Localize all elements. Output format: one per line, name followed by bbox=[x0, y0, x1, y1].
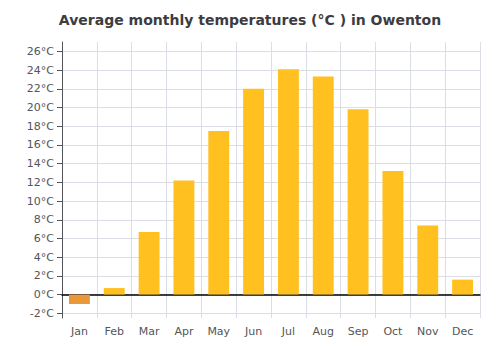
svg-text:Jul: Jul bbox=[281, 325, 295, 338]
svg-text:16°C: 16°C bbox=[27, 138, 54, 151]
svg-text:18°C: 18°C bbox=[27, 120, 54, 133]
svg-text:Sep: Sep bbox=[348, 325, 369, 338]
svg-text:Feb: Feb bbox=[105, 325, 124, 338]
svg-text:22°C: 22°C bbox=[27, 82, 54, 95]
svg-text:4°C: 4°C bbox=[34, 251, 54, 264]
svg-text:Jan: Jan bbox=[70, 325, 88, 338]
svg-text:26°C: 26°C bbox=[27, 45, 54, 58]
svg-text:2°C: 2°C bbox=[34, 269, 54, 282]
svg-text:Apr: Apr bbox=[174, 325, 194, 338]
svg-text:Oct: Oct bbox=[383, 325, 403, 338]
svg-text:Average monthly temperatures (: Average monthly temperatures (°C ) in Ow… bbox=[59, 12, 441, 28]
svg-text:20°C: 20°C bbox=[27, 101, 54, 114]
svg-text:14°C: 14°C bbox=[27, 157, 54, 170]
svg-text:10°C: 10°C bbox=[27, 195, 54, 208]
svg-text:8°C: 8°C bbox=[34, 213, 54, 226]
svg-text:6°C: 6°C bbox=[34, 232, 54, 245]
svg-text:12°C: 12°C bbox=[27, 176, 54, 189]
svg-text:Aug: Aug bbox=[313, 325, 334, 338]
svg-text:Mar: Mar bbox=[139, 325, 160, 338]
svg-text:Dec: Dec bbox=[452, 325, 473, 338]
svg-text:May: May bbox=[207, 325, 230, 338]
svg-text:Nov: Nov bbox=[417, 325, 439, 338]
svg-text:0°C: 0°C bbox=[34, 288, 54, 301]
svg-text:Jun: Jun bbox=[244, 325, 262, 338]
svg-text:24°C: 24°C bbox=[27, 64, 54, 77]
svg-text:-2°C: -2°C bbox=[30, 307, 54, 320]
